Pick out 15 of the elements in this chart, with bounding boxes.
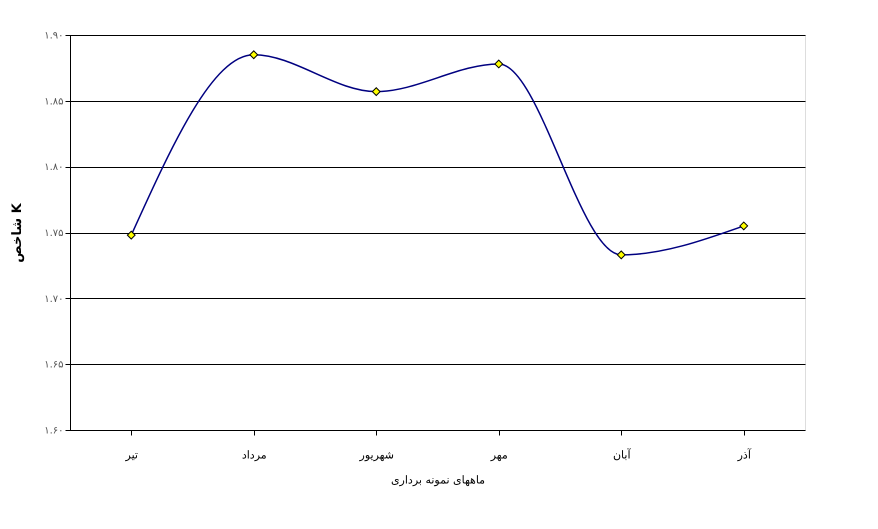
y-axis-title: شاخص K	[10, 202, 26, 263]
x-tick-label: شهریور	[358, 448, 394, 462]
y-tick-label: ۱.۶۵	[44, 360, 64, 371]
x-tick-label: آذر	[736, 448, 752, 462]
x-tick-label: مهر	[490, 448, 508, 462]
x-tick-label: مرداد	[242, 448, 267, 462]
y-tick-label: ۱.۹۰	[44, 30, 64, 42]
y-tick-label: ۱.۷۵	[44, 228, 64, 239]
y-tick-label: ۱.۷۰	[44, 294, 64, 305]
x-tick-label: آبان	[612, 448, 632, 462]
y-tick-label: ۱.۸۰	[44, 162, 64, 174]
y-tick-label: ۱.۸۵	[44, 96, 64, 108]
x-tick-label: تیر	[124, 448, 138, 462]
x-axis-title: ماههای نمونه برداری	[390, 474, 486, 486]
y-tick-label: ۱.۶۰	[44, 426, 64, 436]
